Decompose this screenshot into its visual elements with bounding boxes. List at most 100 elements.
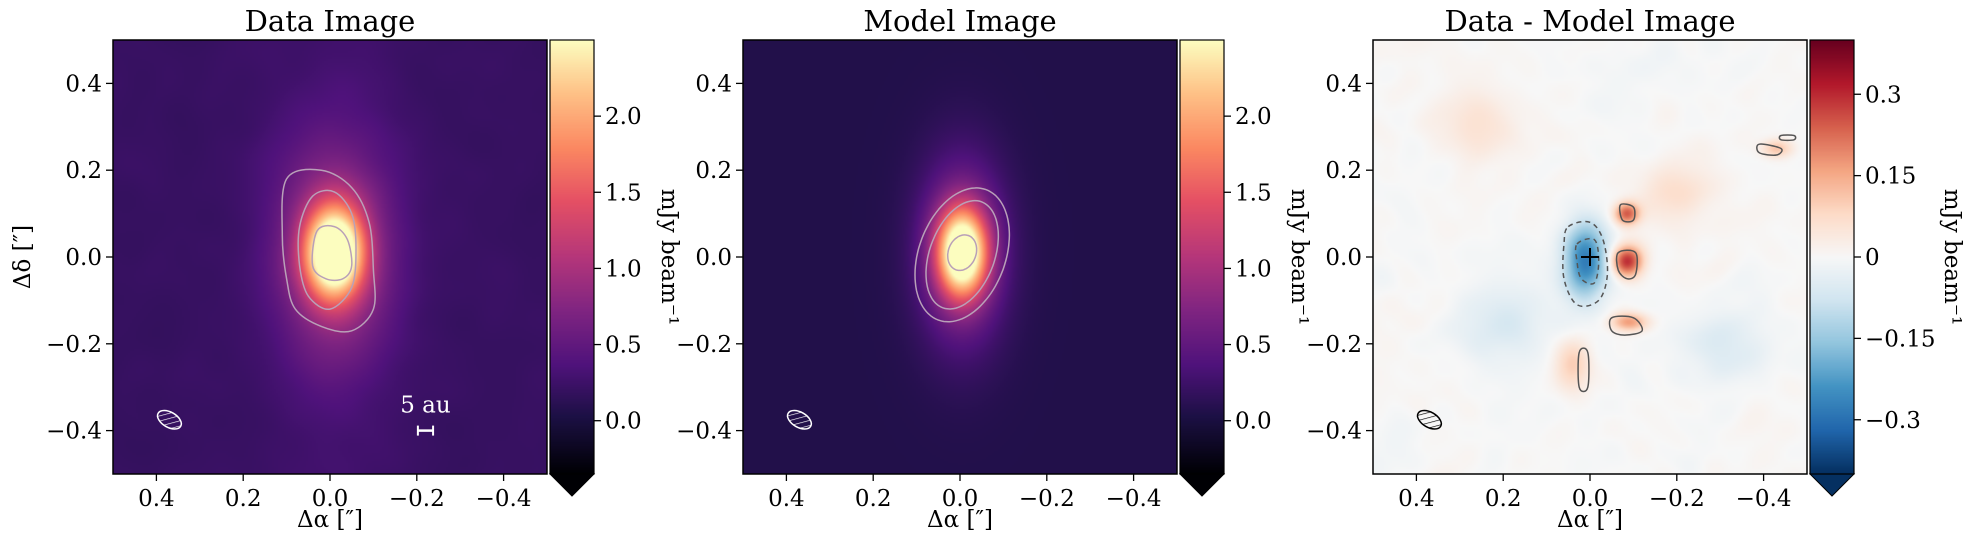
y-tick-label: −0.4 <box>46 419 102 445</box>
x-tick-label: −0.4 <box>1106 486 1162 512</box>
y-axis-label: Δδ [″] <box>10 225 36 289</box>
y-tick-label: 0.2 <box>1325 158 1362 184</box>
x-tick-label: 0.2 <box>1485 486 1522 512</box>
colorbar-tick-label: 1.5 <box>605 180 642 206</box>
beam-ellipse <box>1416 409 1443 430</box>
x-tick-label: −0.2 <box>1019 486 1075 512</box>
overlay-layer <box>1416 248 1599 430</box>
colorbar-extend-triangle <box>1178 473 1226 497</box>
x-tick-label: 0.2 <box>225 486 262 512</box>
contour-line <box>1608 315 1644 336</box>
x-tick-label: 0.2 <box>855 486 892 512</box>
colorbar-tick-label: 2.0 <box>1235 104 1272 130</box>
x-tick-label: 0.0 <box>312 486 349 512</box>
colorbar-tick-label: 0.3 <box>1865 82 1902 108</box>
colorbar-gradient <box>1810 40 1854 474</box>
contour-layer <box>1562 134 1797 393</box>
contour-line <box>1562 220 1609 308</box>
y-axis-ticks: 0.4 0.2 0.0 −0.2 −0.4 <box>46 71 113 445</box>
contour-line <box>946 234 978 272</box>
colorbar-gradient <box>1180 40 1224 474</box>
beam-ellipse <box>156 409 183 430</box>
x-tick-label: 0.0 <box>1572 486 1609 512</box>
scale-bar-label: 5 au <box>400 393 450 419</box>
contour-line <box>925 199 1000 310</box>
x-tick-label: 0.4 <box>768 486 805 512</box>
y-tick-label: 0.0 <box>65 245 102 271</box>
x-axis-label: Δα [″] <box>297 507 363 533</box>
contour-line <box>1615 249 1638 280</box>
x-tick-label: 0.4 <box>1398 486 1435 512</box>
x-axis-ticks: 0.4 0.2 0.0 −0.2 −0.4 <box>768 474 1162 512</box>
contour-line <box>1577 347 1590 393</box>
contour-line <box>1756 143 1783 156</box>
y-tick-label: 0.2 <box>695 158 732 184</box>
y-tick-label: 0.4 <box>1325 71 1362 97</box>
colorbar-tick-label: 1.5 <box>1235 180 1272 206</box>
contour-line <box>1618 203 1636 223</box>
x-tick-label: 0.0 <box>942 486 979 512</box>
contour-line <box>914 187 1011 323</box>
y-axis-ticks: 0.4 0.2 0.0 −0.2 −0.4 <box>676 71 743 445</box>
panel-title: Data Image <box>245 4 416 38</box>
y-tick-label: 0.0 <box>1325 245 1362 271</box>
panel-data-image: Data Image 5 au 0.4 0.2 0.0 −0.2 −0.4 0.4 0.2… <box>10 4 682 533</box>
y-tick-label: −0.2 <box>1306 332 1362 358</box>
colorbar-tick-label: 2.0 <box>605 104 642 130</box>
x-tick-label: −0.4 <box>476 486 532 512</box>
x-tick-label: −0.2 <box>389 486 445 512</box>
data-image-heatmap <box>113 40 547 474</box>
x-tick-label: −0.4 <box>1736 486 1792 512</box>
model-image-heatmap <box>743 40 1177 474</box>
contour-layer <box>281 168 376 333</box>
y-tick-label: 0.0 <box>695 245 732 271</box>
panel-residual-image: Data - Model Image 0.4 0.2 0.0 −0.2 −0.4 0.4… <box>1306 4 1965 533</box>
colorbar-tick-label: 0.0 <box>1235 409 1272 435</box>
colorbar-gradient <box>550 40 594 474</box>
beam-ellipse <box>786 409 813 430</box>
y-tick-label: 0.4 <box>695 71 732 97</box>
y-tick-label: −0.2 <box>46 332 102 358</box>
panel-title: Model Image <box>863 4 1056 38</box>
colorbar-extend-triangle <box>548 473 596 497</box>
contour-line <box>1778 134 1797 142</box>
y-tick-label: −0.2 <box>676 332 732 358</box>
colorbar-label: mJy beam⁻¹ <box>1939 189 1965 326</box>
panel-model-image: Model Image 0.4 0.2 0.0 −0.2 −0.4 0.4 0.2 0.0 −… <box>676 4 1312 533</box>
colorbar-tick-label: −0.3 <box>1865 408 1921 434</box>
contour-line <box>297 189 357 310</box>
contour-line <box>281 168 376 333</box>
x-axis-label: Δα [″] <box>927 507 993 533</box>
colorbar-ticks: 0.0 0.5 1.0 1.5 2.0 <box>1224 104 1272 435</box>
y-tick-label: −0.4 <box>1306 419 1362 445</box>
colorbar-ticks: 0.3 0.15 0 −0.15 −0.3 <box>1854 82 1935 434</box>
colorbar-frame <box>549 39 595 475</box>
panel-title: Data - Model Image <box>1444 4 1735 38</box>
colorbar-label: mJy beam⁻¹ <box>1286 189 1312 326</box>
colorbar-frame <box>1179 39 1225 475</box>
overlay-layer <box>786 409 813 430</box>
contour-line <box>311 224 353 282</box>
colorbar-tick-label: 0 <box>1865 245 1880 271</box>
y-axis-ticks: 0.4 0.2 0.0 −0.2 −0.4 <box>1306 71 1373 445</box>
colorbar-tick-label: 0.0 <box>605 409 642 435</box>
colorbar-label: mJy beam⁻¹ <box>656 189 682 326</box>
y-tick-label: 0.4 <box>65 71 102 97</box>
colorbar-extend-triangle <box>1808 473 1856 497</box>
colorbar-tick-label: 1.0 <box>605 256 642 282</box>
colorbar-tick-label: 0.5 <box>605 333 642 359</box>
x-tick-label: −0.2 <box>1649 486 1705 512</box>
y-tick-label: 0.2 <box>65 158 102 184</box>
x-axis-ticks: 0.4 0.2 0.0 −0.2 −0.4 <box>138 474 532 512</box>
overlay-layer: 5 au <box>156 393 451 436</box>
colorbar-tick-label: 0.5 <box>1235 333 1272 359</box>
colorbar-ticks: 0.0 0.5 1.0 1.5 2.0 <box>594 104 642 435</box>
contour-line <box>1574 237 1600 285</box>
x-tick-label: 0.4 <box>138 486 175 512</box>
x-axis-label: Δα [″] <box>1557 507 1623 533</box>
colorbar-tick-label: −0.15 <box>1865 326 1935 352</box>
colorbar-tick-label: 0.15 <box>1865 164 1916 190</box>
contour-layer <box>914 187 1011 323</box>
x-axis-ticks: 0.4 0.2 0.0 −0.2 −0.4 <box>1398 474 1792 512</box>
